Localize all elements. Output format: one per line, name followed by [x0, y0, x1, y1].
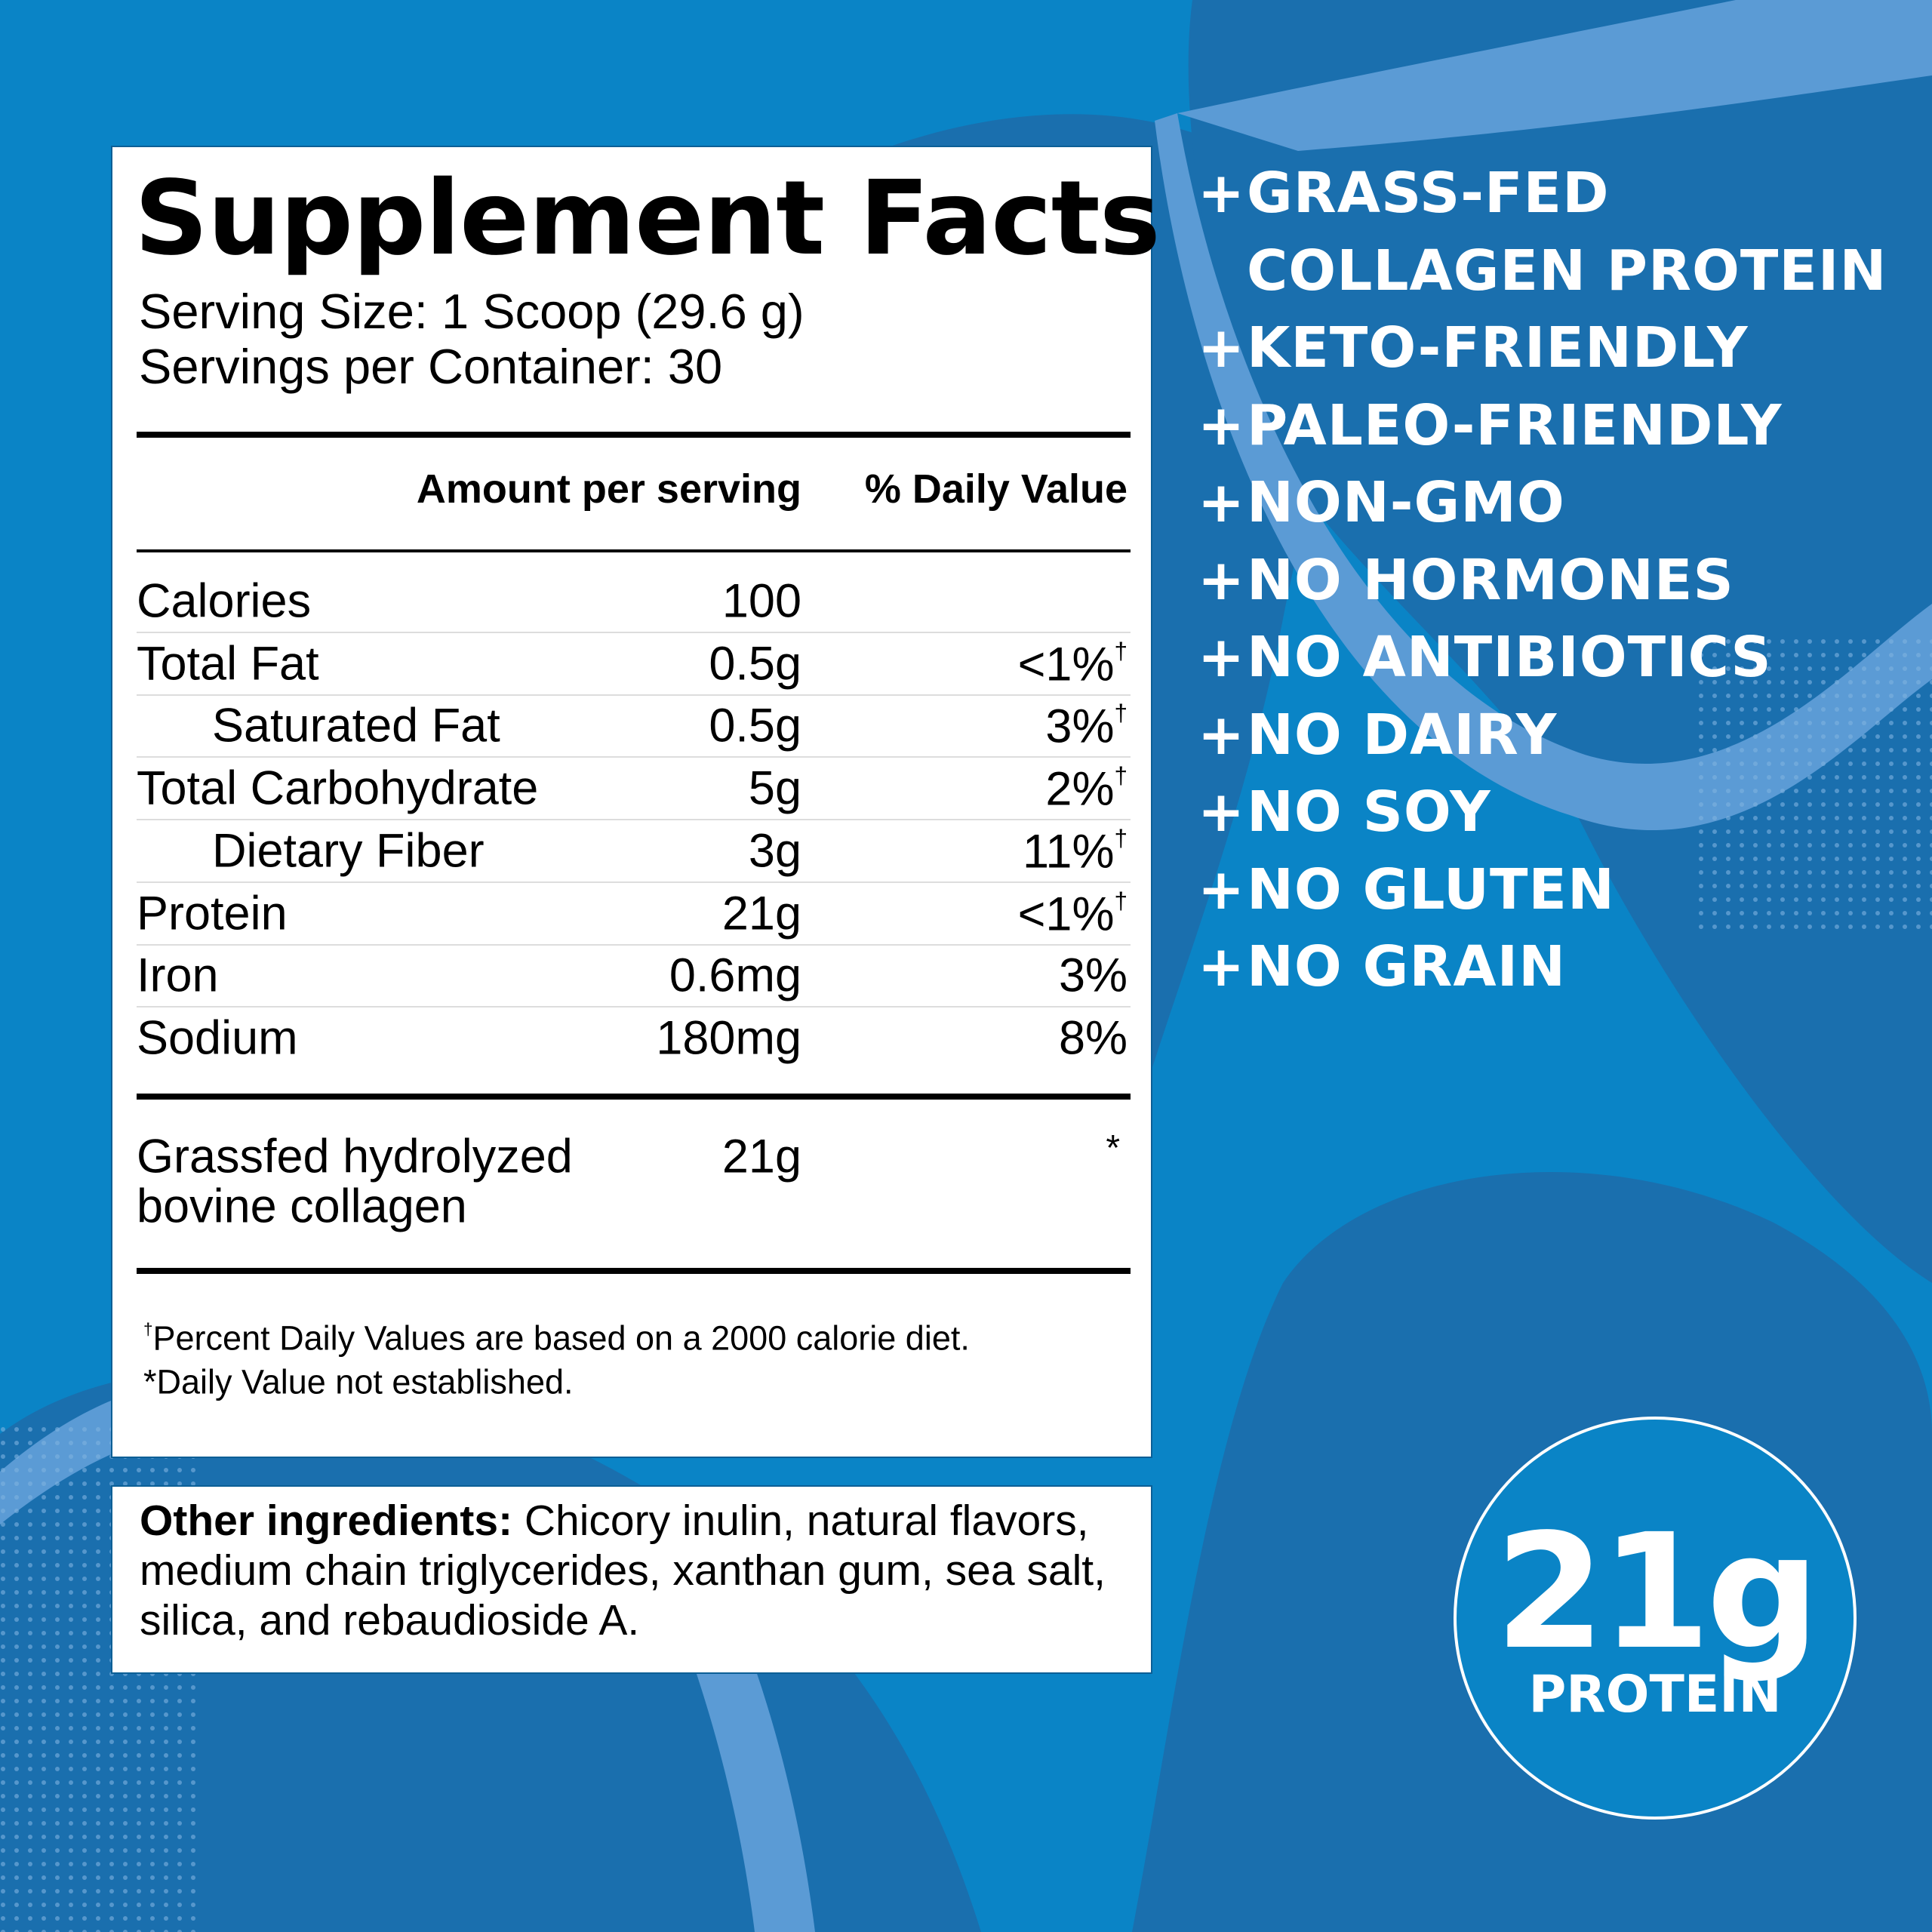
claim-bullet: + [1198, 934, 1246, 999]
dagger: † [143, 1319, 153, 1339]
daily-value-text: 2% [1045, 762, 1115, 816]
badge-label: PROTEIN [1528, 1665, 1782, 1724]
thick-rule [137, 1268, 1131, 1274]
nutrient-amount: 100 [721, 574, 801, 628]
daily-value: 3%† [1045, 699, 1128, 754]
rule [137, 549, 1131, 552]
header-daily-value: % Daily Value [864, 466, 1128, 512]
thick-rule [137, 432, 1131, 438]
nutrient-amount: 3g [748, 824, 801, 878]
claim: COLLAGEN PROTEIN [1247, 238, 1887, 303]
footnote-text: *Daily Value not established. [143, 1362, 574, 1401]
row-divider [137, 819, 1131, 821]
ingredients-label: Other ingredients: [140, 1497, 513, 1545]
claim: NON-GMO [1247, 470, 1565, 535]
claim-bullet: + [1198, 161, 1246, 226]
nutrient-amount: 0.6mg [669, 949, 801, 1002]
row-divider [137, 694, 1131, 696]
daily-value: 2%† [1045, 761, 1128, 816]
daily-value: 11%† [1023, 826, 1128, 875]
claim-bullet: + [1198, 547, 1246, 613]
title: Supplement Facts [134, 159, 1161, 278]
row-divider [137, 943, 1131, 946]
claim-bullet: + [1198, 315, 1246, 380]
claim-bullet: + [1198, 470, 1246, 535]
blob [1188, 0, 1932, 1283]
claim: PALEO-FRIENDLY [1247, 392, 1783, 458]
footnote: †Percent Daily Values are based on a 200… [143, 1321, 970, 1355]
row-divider [137, 632, 1131, 633]
daily-value-text: 11% [1023, 825, 1115, 878]
special-name: bovine collagen [137, 1180, 467, 1233]
daily-value: 3% [1059, 952, 1128, 1000]
daily-value-text: 3% [1045, 700, 1115, 754]
nutrient-name: Dietary Fiber [212, 824, 485, 878]
dot-texture [1698, 634, 1932, 936]
ingredients-panel [111, 1485, 1152, 1674]
daily-value-text: <1% [1017, 888, 1115, 941]
daily-value-text: 3% [1058, 949, 1128, 1002]
daily-value-text: 8% [1058, 1011, 1128, 1065]
nutrient-amount: 180mg [656, 1011, 801, 1065]
nutrient-amount: 0.5g [709, 637, 801, 691]
daily-value: 8% [1059, 1014, 1128, 1062]
special-dv: * [1106, 1128, 1120, 1168]
claim: KETO-FRIENDLY [1247, 315, 1749, 380]
facts-panel [111, 146, 1152, 1458]
claim-bullet: + [1198, 857, 1246, 922]
nutrient-name: Total Carbohydrate [137, 761, 539, 815]
serving-size: Serving Size: 1 Scoop (29.6 g) [139, 284, 804, 339]
nutrient-amount: 5g [748, 761, 801, 815]
claim: NO DAIRY [1247, 702, 1558, 768]
claim: NO GLUTEN [1247, 857, 1615, 922]
dagger: † [1114, 761, 1128, 789]
nutrient-name: Protein [137, 887, 288, 940]
badge-circle [1454, 1417, 1857, 1820]
thick-rule [137, 1094, 1131, 1100]
row-divider [137, 881, 1131, 883]
claim: NO HORMONES [1247, 547, 1734, 613]
dagger: † [1114, 886, 1128, 914]
servings-per-container: Servings per Container: 30 [139, 339, 723, 394]
daily-value: <1%† [1017, 886, 1128, 941]
nutrient-amount: 21g [721, 887, 801, 940]
claim: GRASS-FED [1247, 161, 1610, 226]
ingredients: Other ingredients: Chicory inulin, natur… [140, 1496, 1121, 1645]
ingredients-text: Chicory inulin, natural flavors, medium … [140, 1497, 1106, 1644]
claim: NO ANTIBIOTICS [1247, 625, 1772, 690]
claim-bullet: + [1198, 625, 1246, 690]
nutrient-name: Iron [137, 949, 219, 1002]
claim: NO SOY [1247, 780, 1491, 844]
badge-value: 21g [1494, 1500, 1820, 1684]
dagger: † [1114, 699, 1128, 727]
row-divider [137, 1006, 1131, 1008]
special-amount: 21g [721, 1130, 801, 1183]
nutrient-name: Calories [137, 574, 312, 628]
claim-bullet: + [1198, 702, 1246, 768]
footnote: *Daily Value not established. [143, 1365, 574, 1399]
stripe [1177, 0, 1932, 151]
special-name: Grassfed hydrolyzed [137, 1130, 573, 1183]
daily-value: <1%† [1017, 637, 1128, 691]
header-amount: Amount per serving [416, 466, 801, 512]
claim: NO GRAIN [1247, 934, 1567, 999]
footnote-text: Percent Daily Values are based on a 2000… [152, 1318, 970, 1358]
row-divider [137, 756, 1131, 758]
daily-value-text: <1% [1017, 638, 1115, 691]
dagger: † [1114, 637, 1128, 665]
nutrient-amount: 0.5g [709, 699, 801, 752]
nutrient-name: Total Fat [137, 637, 319, 691]
nutrient-name: Saturated Fat [212, 699, 500, 752]
nutrient-name: Sodium [137, 1011, 298, 1065]
claim-bullet: + [1198, 780, 1246, 844]
dagger: † [1114, 824, 1128, 852]
claim-bullet: + [1198, 392, 1246, 458]
